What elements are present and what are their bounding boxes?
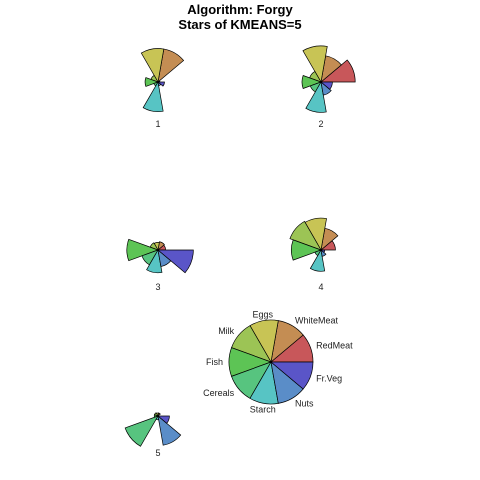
key-label-frveg: Fr.Veg [316, 373, 342, 383]
chart-subtitle: Stars of KMEANS=5 [178, 17, 301, 32]
key-label-redmeat: RedMeat [316, 341, 353, 351]
key-label-milk: Milk [218, 326, 234, 336]
star-5-segment-nuts [157, 415, 182, 446]
star-4-segment-frveg [320, 249, 326, 253]
star-3-segment-frveg [157, 249, 194, 274]
key-star: RedMeat WhiteMeat Eggs Milk Fish Cereals Starc… [203, 310, 353, 415]
star-2-segment-starch [305, 80, 327, 113]
stars-layer: 1 2 3 4 5 [124, 45, 356, 458]
star-2-segment-eggs [302, 45, 328, 84]
star-1: 1 [140, 48, 185, 129]
chart-title: Algorithm: Forgy [187, 2, 293, 17]
star-2: 2 [301, 45, 356, 129]
star-4-segment-milk [289, 220, 322, 251]
star-5-segment-cereals [124, 415, 159, 447]
star-5-segment-frveg [157, 415, 170, 424]
key-label-starch: Starch [250, 404, 276, 414]
star-3-segment-whitemeat [157, 241, 165, 251]
key-segment-frveg [270, 361, 314, 390]
star-1-segment-fish [144, 77, 160, 87]
star-2-segment-nuts [320, 81, 332, 96]
key-label-fish: Fish [206, 357, 223, 367]
star-3-segment-starch [146, 248, 163, 274]
star-2-segment-frveg [320, 81, 333, 90]
star-4: 4 [289, 217, 339, 292]
key-label-eggs: Eggs [252, 310, 273, 320]
key-label-whitemeat: WhiteMeat [295, 315, 339, 325]
star-4-segment-fish [291, 239, 323, 261]
key-label-cereals: Cereals [203, 388, 235, 398]
star-label-3: 3 [155, 282, 160, 292]
star-4-segment-starch [309, 248, 326, 272]
star-label-5: 5 [155, 448, 160, 458]
star-2-segment-redmeat [320, 59, 356, 83]
star-label-4: 4 [318, 282, 323, 292]
star-4-segment-nuts [320, 249, 327, 257]
key-label-nuts: Nuts [295, 399, 314, 409]
star-1-segment-starch [142, 80, 164, 112]
star-1-segment-eggs [140, 48, 165, 84]
star-label-1: 1 [155, 119, 160, 129]
star-3-segment-fish [126, 238, 160, 262]
star-5: 5 [124, 412, 182, 458]
star-label-2: 2 [318, 119, 323, 129]
star-3: 3 [126, 238, 194, 292]
star-1-segment-frveg [157, 81, 165, 87]
star-2-segment-fish [301, 75, 323, 89]
